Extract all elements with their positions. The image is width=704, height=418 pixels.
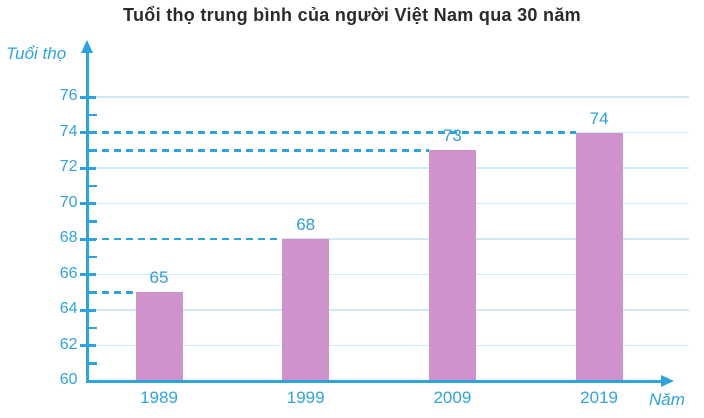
gridline	[87, 167, 689, 169]
gridline	[87, 273, 689, 276]
gridline	[87, 202, 689, 205]
x-tick-label: 1989	[140, 388, 178, 407]
bar-value-label: 68	[296, 215, 316, 234]
dashed-guide-line	[89, 237, 283, 241]
gridline	[87, 96, 689, 98]
x-axis-arrow-icon	[661, 375, 674, 387]
x-tick-label: 2019	[580, 388, 618, 407]
bar-1999	[282, 239, 330, 381]
bar-value-label: 65	[149, 268, 169, 288]
y-axis-label: Tuổi thọ	[6, 44, 67, 63]
y-tick-label: 68	[59, 229, 78, 246]
bar-value-label: 73	[442, 126, 462, 146]
x-axis-label: Năm	[649, 390, 685, 409]
gridline	[87, 238, 689, 240]
x-tick-label: 1999	[286, 388, 325, 407]
minor-tick	[89, 184, 97, 187]
dashed-guide-line	[89, 149, 429, 152]
minor-tick	[89, 149, 97, 152]
y-tick-label: 72	[59, 158, 78, 175]
minor-tick	[89, 291, 97, 294]
y-axis-arrow-icon	[81, 40, 93, 53]
y-tick-label: 70	[59, 193, 78, 211]
y-tick-label: 66	[59, 264, 78, 282]
gridline	[87, 309, 689, 311]
y-axis-line	[86, 50, 89, 383]
bar-2019	[575, 132, 623, 381]
bar-value-label: 74	[589, 108, 609, 128]
minor-tick	[89, 326, 97, 329]
minor-tick	[89, 255, 97, 258]
y-tick-label: 60	[59, 371, 78, 388]
gridline	[87, 344, 689, 347]
minor-tick	[89, 362, 97, 365]
dashed-guide-line	[89, 131, 576, 134]
x-tick-label: 2009	[433, 388, 472, 407]
y-tick-label: 62	[59, 335, 78, 353]
minor-tick	[89, 113, 97, 116]
y-tick-label: 64	[59, 300, 78, 317]
chart-title: Tuổi thọ trung bình của người Việt Nam q…	[123, 5, 581, 25]
y-tick-label: 74	[59, 122, 78, 140]
x-axis-line	[86, 380, 663, 383]
minor-tick	[89, 220, 97, 223]
y-tick-label: 76	[59, 87, 78, 104]
dashed-guide-line	[89, 291, 136, 294]
bar-2009	[428, 150, 476, 381]
bar-1989	[135, 292, 183, 381]
